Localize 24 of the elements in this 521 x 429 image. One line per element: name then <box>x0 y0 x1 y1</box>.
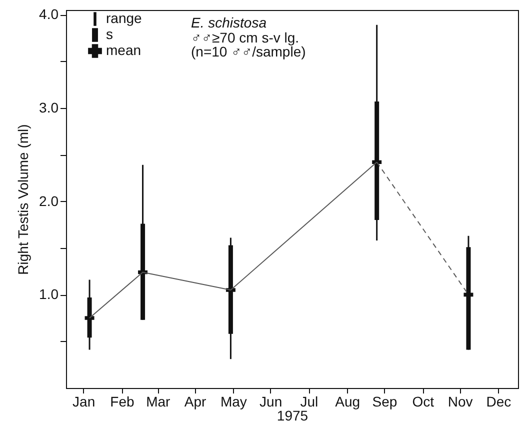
y-tick-label: 4.0 <box>39 6 59 22</box>
chart-title: E. schistosa <box>191 14 267 31</box>
x-tick-label: Sep <box>372 394 398 410</box>
y-tick-label: 3.0 <box>39 100 59 116</box>
y-tick-label: 2.0 <box>39 192 59 209</box>
x-tick-label: Jul <box>300 394 318 410</box>
text: ♂♂≥70 cm s-v lg. (n=10 ♂♂/sample) <box>191 30 306 60</box>
x-tick-label: Dec <box>486 394 512 410</box>
x-tick-label: Apr <box>184 394 207 410</box>
legend-label: mean <box>106 42 142 58</box>
x-tick-label: Nov <box>448 394 473 410</box>
x-axis-title: 1975 <box>276 408 308 424</box>
point <box>372 157 382 167</box>
y-tick-label: 1.0 <box>39 286 59 302</box>
x-tick-label: Jun <box>260 394 282 410</box>
x-tick-label: Feb <box>110 394 134 410</box>
x-tick-label: May <box>220 394 247 410</box>
x-tick-label: Mar <box>146 394 171 410</box>
x-tick-label: Jan <box>72 394 96 410</box>
x-tick-label: Aug <box>335 394 360 410</box>
x-tick-label: Oct <box>412 394 434 410</box>
legend-label: range <box>106 10 142 26</box>
legend-label: s <box>106 26 113 42</box>
y-axis-title: Right Testis Volume (ml) <box>15 124 32 275</box>
